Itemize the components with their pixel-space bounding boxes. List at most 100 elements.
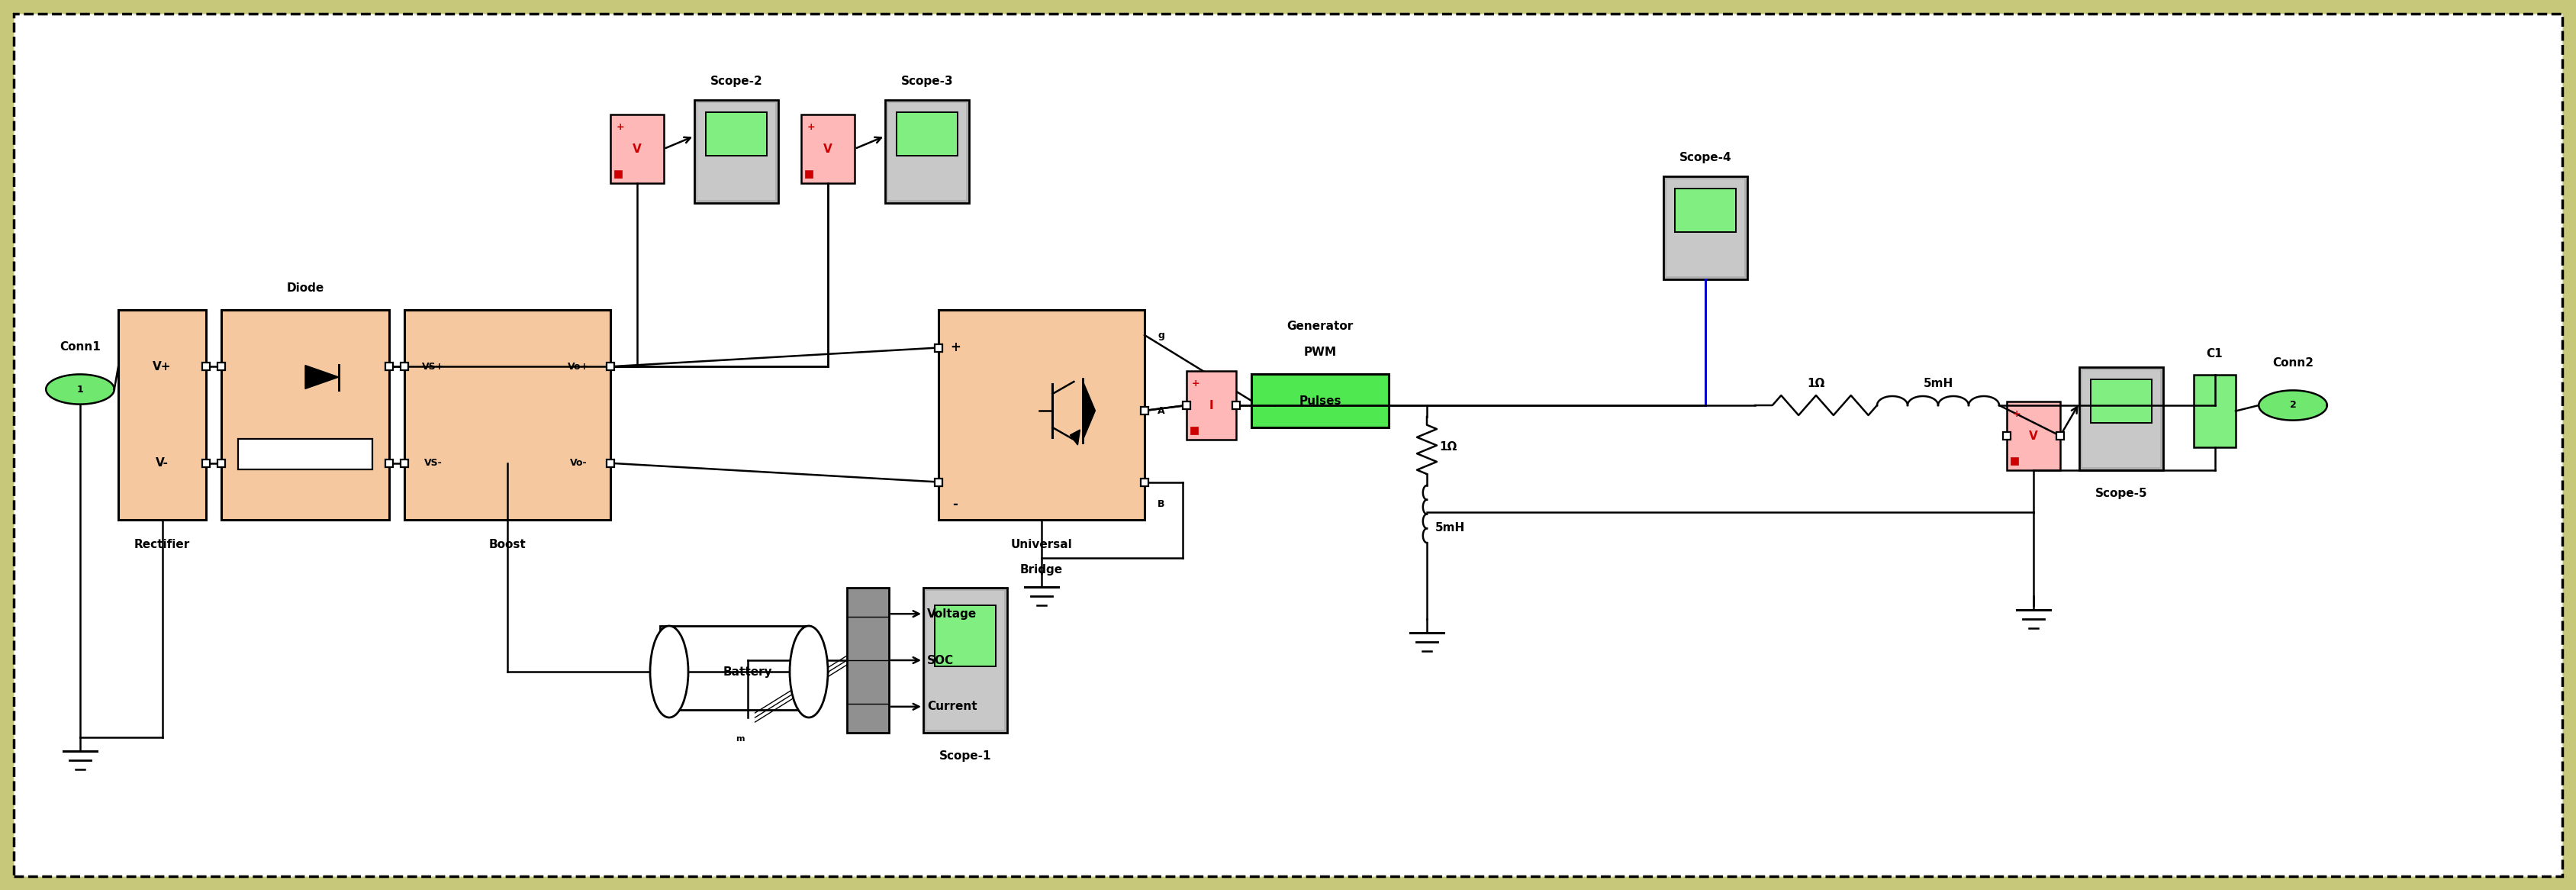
FancyBboxPatch shape bbox=[201, 459, 209, 467]
FancyBboxPatch shape bbox=[2092, 379, 2151, 423]
FancyBboxPatch shape bbox=[404, 310, 611, 520]
FancyBboxPatch shape bbox=[938, 310, 1144, 520]
Text: Conn2: Conn2 bbox=[2272, 357, 2313, 368]
Text: V: V bbox=[634, 143, 641, 155]
FancyBboxPatch shape bbox=[696, 100, 778, 203]
FancyBboxPatch shape bbox=[1188, 371, 1236, 440]
FancyBboxPatch shape bbox=[889, 103, 966, 200]
Text: Rectifier: Rectifier bbox=[134, 538, 191, 550]
Text: Current: Current bbox=[927, 701, 976, 712]
Text: 5mH: 5mH bbox=[1435, 522, 1466, 533]
FancyBboxPatch shape bbox=[2079, 368, 2164, 470]
Text: Battery: Battery bbox=[724, 666, 773, 677]
FancyBboxPatch shape bbox=[935, 478, 943, 486]
Text: 1: 1 bbox=[77, 384, 82, 394]
FancyBboxPatch shape bbox=[13, 13, 2563, 877]
FancyBboxPatch shape bbox=[1252, 374, 1388, 427]
FancyBboxPatch shape bbox=[605, 363, 613, 370]
FancyBboxPatch shape bbox=[2195, 375, 2236, 448]
Text: -: - bbox=[953, 498, 958, 512]
Text: 5mH: 5mH bbox=[1924, 378, 1953, 390]
Text: +: + bbox=[2012, 409, 2020, 419]
Text: B: B bbox=[1157, 499, 1164, 509]
Text: A: A bbox=[1157, 406, 1164, 416]
Text: V: V bbox=[824, 143, 832, 155]
FancyBboxPatch shape bbox=[118, 310, 206, 520]
FancyBboxPatch shape bbox=[2056, 432, 2063, 440]
Ellipse shape bbox=[649, 626, 688, 717]
Text: 1Ω: 1Ω bbox=[1808, 378, 1824, 390]
FancyBboxPatch shape bbox=[386, 459, 394, 467]
FancyBboxPatch shape bbox=[1190, 426, 1198, 434]
Ellipse shape bbox=[791, 626, 827, 717]
FancyBboxPatch shape bbox=[886, 100, 969, 203]
FancyBboxPatch shape bbox=[237, 439, 374, 469]
Text: m: m bbox=[734, 735, 744, 742]
FancyBboxPatch shape bbox=[1664, 176, 1747, 279]
FancyBboxPatch shape bbox=[848, 587, 889, 732]
FancyBboxPatch shape bbox=[922, 587, 1007, 732]
Text: Scope-3: Scope-3 bbox=[902, 75, 953, 86]
FancyBboxPatch shape bbox=[216, 363, 224, 370]
Text: PWM: PWM bbox=[1303, 347, 1337, 359]
Polygon shape bbox=[304, 365, 340, 389]
Text: +: + bbox=[616, 122, 623, 132]
FancyBboxPatch shape bbox=[1141, 407, 1149, 415]
Text: VS-: VS- bbox=[425, 458, 443, 468]
Polygon shape bbox=[1069, 430, 1079, 445]
FancyBboxPatch shape bbox=[1231, 401, 1239, 409]
Text: +: + bbox=[951, 341, 961, 354]
Text: +: + bbox=[1190, 378, 1200, 388]
Text: I: I bbox=[1208, 400, 1213, 411]
FancyBboxPatch shape bbox=[896, 112, 958, 156]
Text: Generator: Generator bbox=[1288, 321, 1352, 332]
FancyBboxPatch shape bbox=[659, 626, 809, 710]
Polygon shape bbox=[1082, 382, 1095, 440]
Text: +: + bbox=[806, 122, 814, 132]
Text: Voltage: Voltage bbox=[927, 608, 976, 619]
Polygon shape bbox=[46, 375, 113, 404]
FancyBboxPatch shape bbox=[2081, 370, 2161, 467]
FancyBboxPatch shape bbox=[402, 459, 407, 467]
Text: Scope-1: Scope-1 bbox=[940, 750, 992, 761]
FancyBboxPatch shape bbox=[216, 459, 224, 467]
FancyBboxPatch shape bbox=[201, 363, 209, 370]
FancyBboxPatch shape bbox=[222, 310, 389, 520]
FancyBboxPatch shape bbox=[1141, 478, 1149, 486]
Text: Scope-4: Scope-4 bbox=[1680, 151, 1731, 163]
Text: Conn1: Conn1 bbox=[59, 341, 100, 352]
FancyBboxPatch shape bbox=[1674, 189, 1736, 232]
Text: V-: V- bbox=[155, 457, 167, 469]
FancyBboxPatch shape bbox=[2012, 457, 2017, 465]
FancyBboxPatch shape bbox=[935, 344, 943, 352]
FancyBboxPatch shape bbox=[386, 363, 394, 370]
Text: Universal: Universal bbox=[1010, 538, 1072, 550]
Text: Scope-5: Scope-5 bbox=[2094, 488, 2148, 498]
FancyBboxPatch shape bbox=[927, 591, 1005, 730]
Text: V+: V+ bbox=[152, 360, 173, 372]
Text: Boost: Boost bbox=[489, 538, 526, 550]
FancyBboxPatch shape bbox=[1182, 401, 1190, 409]
Text: Pulses: Pulses bbox=[1298, 395, 1342, 407]
FancyBboxPatch shape bbox=[706, 112, 768, 156]
FancyBboxPatch shape bbox=[935, 605, 994, 666]
Text: Diode: Diode bbox=[286, 283, 325, 295]
Polygon shape bbox=[2259, 391, 2326, 420]
FancyBboxPatch shape bbox=[402, 363, 407, 370]
Text: 2: 2 bbox=[2290, 400, 2295, 410]
FancyBboxPatch shape bbox=[613, 170, 621, 178]
Text: Vo-: Vo- bbox=[569, 458, 587, 468]
FancyBboxPatch shape bbox=[605, 459, 613, 467]
Text: SOC: SOC bbox=[927, 654, 953, 666]
Text: Scope-2: Scope-2 bbox=[711, 75, 762, 86]
Text: g: g bbox=[1159, 330, 1164, 340]
Text: 1Ω: 1Ω bbox=[1440, 441, 1458, 453]
Text: VS+: VS+ bbox=[422, 361, 446, 371]
Text: C1: C1 bbox=[2208, 348, 2223, 360]
FancyBboxPatch shape bbox=[2004, 432, 2012, 440]
FancyBboxPatch shape bbox=[1667, 180, 1744, 276]
FancyBboxPatch shape bbox=[801, 115, 855, 183]
Text: Bridge: Bridge bbox=[1020, 563, 1064, 575]
FancyBboxPatch shape bbox=[804, 170, 811, 178]
FancyBboxPatch shape bbox=[611, 115, 665, 183]
